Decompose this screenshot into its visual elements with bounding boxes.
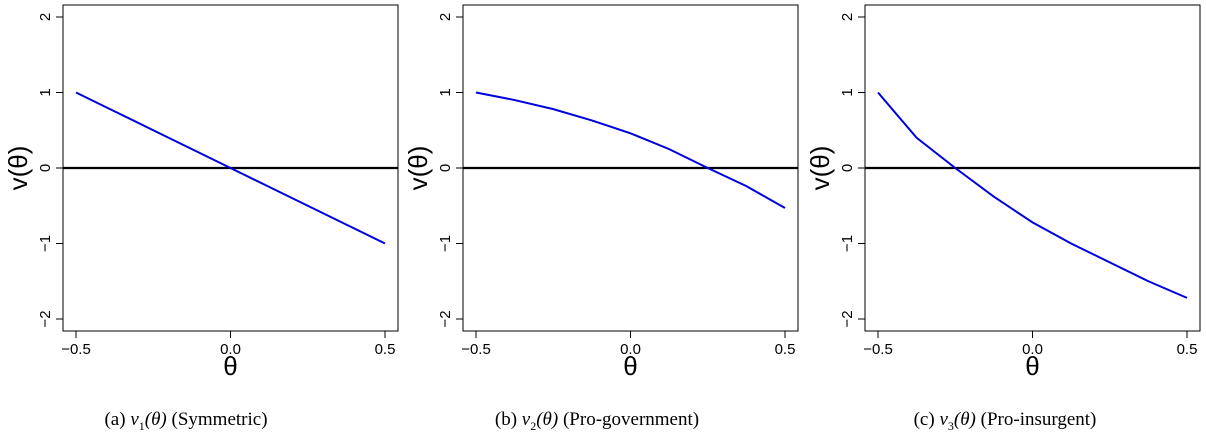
- y-tick-label: −1: [839, 235, 856, 252]
- y-tick-label: −1: [437, 235, 454, 252]
- x-tick-label: 0.5: [1177, 341, 1198, 358]
- y-tick-label: 1: [839, 88, 856, 96]
- x-tick-label: 0.0: [220, 341, 241, 358]
- y-axis-label: v(θ): [805, 146, 835, 191]
- x-tick-label: 0.0: [1022, 341, 1043, 358]
- x-tick-label: 0.5: [375, 341, 396, 358]
- panel-caption: (c) v3(θ) (Pro-insurgent): [914, 409, 1097, 433]
- series-line: [877, 91, 1188, 299]
- x-tick-label: −0.5: [61, 341, 91, 358]
- y-tick-label: 2: [839, 13, 856, 21]
- y-tick-label: 1: [437, 88, 454, 96]
- x-tick-label: −0.5: [461, 341, 491, 358]
- panel-caption: (a) v1(θ) (Symmetric): [104, 409, 267, 433]
- y-tick-label: −1: [37, 235, 54, 252]
- x-axis-label: θ: [623, 351, 637, 381]
- x-axis-label: θ: [223, 351, 237, 381]
- y-axis-label: v(θ): [403, 146, 433, 191]
- y-tick-label: 2: [437, 13, 454, 21]
- series-line: [475, 91, 786, 209]
- y-tick-label: −2: [437, 310, 454, 327]
- y-tick-label: 1: [37, 88, 54, 96]
- y-tick-label: 0: [437, 164, 454, 172]
- y-tick-label: −2: [839, 310, 856, 327]
- y-tick-label: 2: [37, 13, 54, 21]
- x-tick-label: 0.0: [620, 341, 641, 358]
- chart-panel-1: −0.5 0.0 0.5 −2 −1 0 1 2 θ v(θ) (a) v1(θ) (Symmetr…: [3, 4, 399, 433]
- y-tick-label: 0: [37, 164, 54, 172]
- series-line: [75, 91, 386, 245]
- y-tick-label: 0: [839, 164, 856, 172]
- x-axis-label: θ: [1025, 351, 1039, 381]
- chart-panel-2: −0.5 0.0 0.5 −2 −1 0 1 2 θ v(θ) (b) v2(θ) (Pro-gov…: [403, 4, 799, 433]
- panel-caption: (b) v2(θ) (Pro-government): [495, 409, 699, 433]
- x-tick-label: 0.5: [775, 341, 796, 358]
- chart-panel-3: −0.5 0.0 0.5 −2 −1 0 1 2 θ v(θ) (c) v3(θ) (Pro-ins…: [805, 4, 1201, 433]
- y-axis-label: v(θ): [3, 146, 33, 191]
- x-tick-label: −0.5: [863, 341, 893, 358]
- y-tick-label: −2: [37, 310, 54, 327]
